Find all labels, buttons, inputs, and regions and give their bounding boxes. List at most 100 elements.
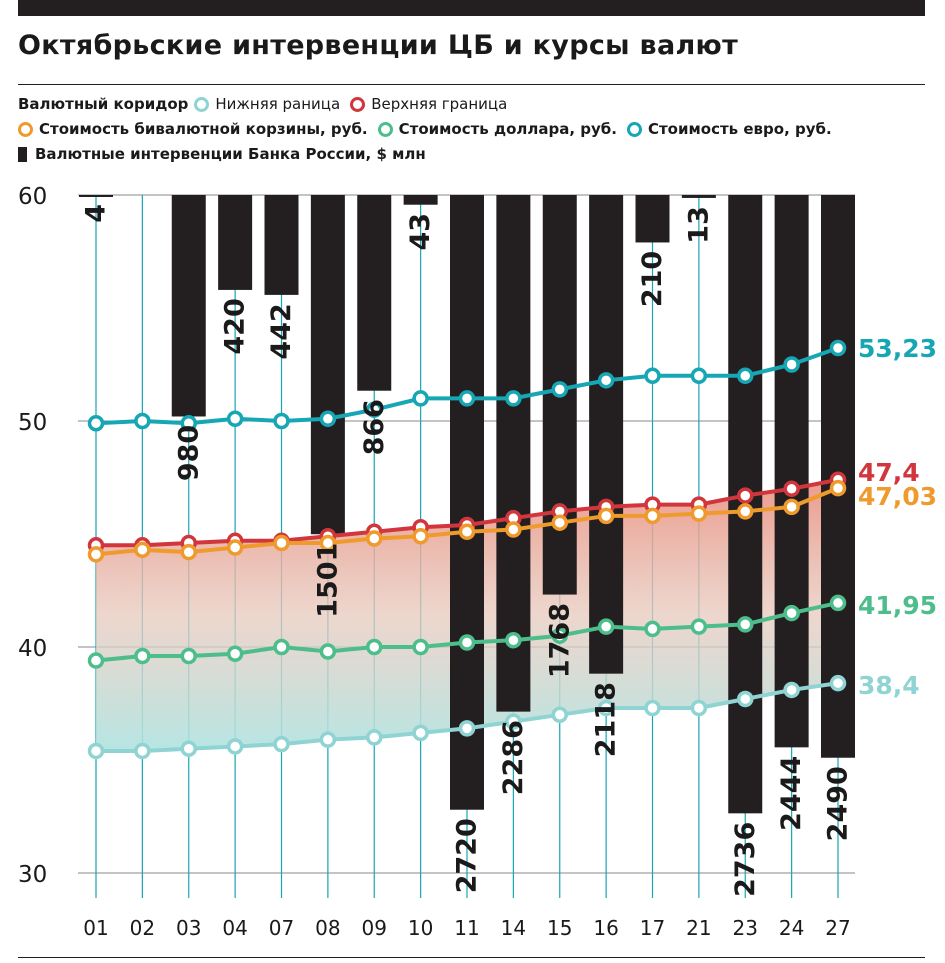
bar-14 [496,195,531,712]
bar-11 [450,195,484,810]
bar-label-11: 2720 [452,818,483,893]
point-lower-09 [366,729,383,746]
top-bar [18,0,925,16]
x-tick-label: 01 [83,916,108,940]
bar-label-15: 1768 [544,603,575,678]
x-tick-label: 08 [315,916,340,940]
point-basket-24 [783,498,800,516]
point-euro-21 [690,367,708,385]
point-basket-04 [226,539,244,556]
point-euro-02 [134,412,151,430]
x-tick-label: 03 [176,916,201,940]
point-euro-04 [226,410,244,427]
x-tick-label: 02 [130,916,155,940]
bar-label-03: 980 [173,425,204,481]
point-euro-07 [273,412,290,430]
end-labels: 53,23 47,447,03 41,95 38,4 [858,334,937,700]
bar-label-04: 420 [220,298,251,354]
legend-item-basket: Стоимость бивалютной корзины, руб. [18,120,368,138]
bottom-divider [18,957,925,958]
x-tick-label: 24 [779,916,804,940]
point-upper-24 [783,480,800,498]
y-tick-label: 30 [18,862,47,888]
bar-label-24: 2444 [776,756,807,831]
dollar-marker-icon [377,121,393,137]
end-label-lower: 38,4 [858,671,920,700]
point-lower-21 [690,699,708,717]
bars [79,195,855,814]
point-euro-24 [783,356,800,373]
point-basket-23 [737,503,754,520]
point-basket-11 [458,523,476,540]
point-euro-16 [597,372,615,389]
point-dollar-21 [690,618,708,635]
bar-04 [218,195,253,290]
x-tick-label: 21 [686,916,711,940]
bar-label-23: 2736 [730,822,761,897]
legend-row-corridor: Валютный коридор Нижняя раница Верхняя г… [18,95,517,113]
point-euro-03 [180,415,197,432]
end-label-basket: 47,03 [858,482,937,511]
point-dollar-03 [180,647,197,665]
point-dollar-04 [226,645,244,663]
bar-07 [264,195,299,295]
legend-item-euro: Стоимость евро, руб. [626,120,832,138]
bar-label-14: 2286 [498,720,529,795]
point-lower-11 [458,720,476,737]
bar-labels: 4 980 420 442 1501 866 43 2720 2286 1768 2118 210 13… [81,204,854,897]
x-tick-label: 23 [733,916,758,940]
point-lower-15 [551,706,568,724]
point-dollar-24 [783,604,800,622]
point-lower-01 [87,742,105,760]
point-dollar-23 [737,616,754,633]
upper-bound-marker-icon [350,96,366,112]
point-basket-17 [644,507,661,525]
point-basket-07 [273,534,290,552]
bar-label-08: 1501 [312,543,343,618]
bar-10 [403,195,438,205]
point-dollar-02 [134,647,151,665]
point-dollar-09 [366,638,383,656]
point-basket-01 [87,546,105,563]
legend-item-bars: Валютные интервенции Банка России, $ млн [18,145,426,163]
point-basket-27 [829,479,847,497]
basket-marker-icon [18,121,33,137]
point-dollar-08 [319,643,337,660]
point-euro-14 [505,390,522,407]
point-basket-15 [551,514,568,531]
point-lower-04 [226,738,244,755]
point-basket-21 [690,505,708,522]
x-tick-label: 10 [408,916,433,940]
euro-marker-icon [626,121,642,137]
bar-label-10: 43 [405,213,436,251]
point-lower-16 [597,699,615,717]
y-tick-label: 50 [18,410,47,436]
end-label-euro: 53,23 [858,334,937,363]
legend-dollar-label: Стоимость доллара, руб. [398,120,617,138]
point-dollar-14 [505,631,522,649]
point-dollar-27 [829,594,847,612]
point-basket-08 [319,534,337,552]
x-tick-label: 27 [825,916,850,940]
y-tick-label: 40 [18,636,47,662]
legend-corridor-label: Валютный коридор [18,95,189,113]
legend-row-series: Стоимость бивалютной корзины, руб. Стоим… [18,120,842,138]
legend-euro-label: Стоимость евро, руб. [647,120,832,138]
point-lower-02 [134,742,151,760]
point-lower-23 [737,690,754,708]
point-upper-23 [737,487,754,504]
bar-09 [357,195,392,391]
legend-upper-bound-label: Верхняя граница [371,95,508,113]
point-euro-27 [829,339,847,357]
point-basket-14 [505,521,522,538]
legend-row-bars: Валютные интервенции Банка России, $ млн [18,145,436,163]
point-euro-23 [737,367,754,385]
bar-label-07: 442 [266,303,297,359]
bar-label-16: 2118 [591,682,622,757]
x-tick-label: 15 [547,916,572,940]
bar-label-21: 13 [683,206,714,244]
x-tick-label: 09 [362,916,387,940]
bar-label-27: 2490 [823,766,854,841]
point-dollar-16 [597,618,615,635]
point-euro-08 [319,410,337,427]
